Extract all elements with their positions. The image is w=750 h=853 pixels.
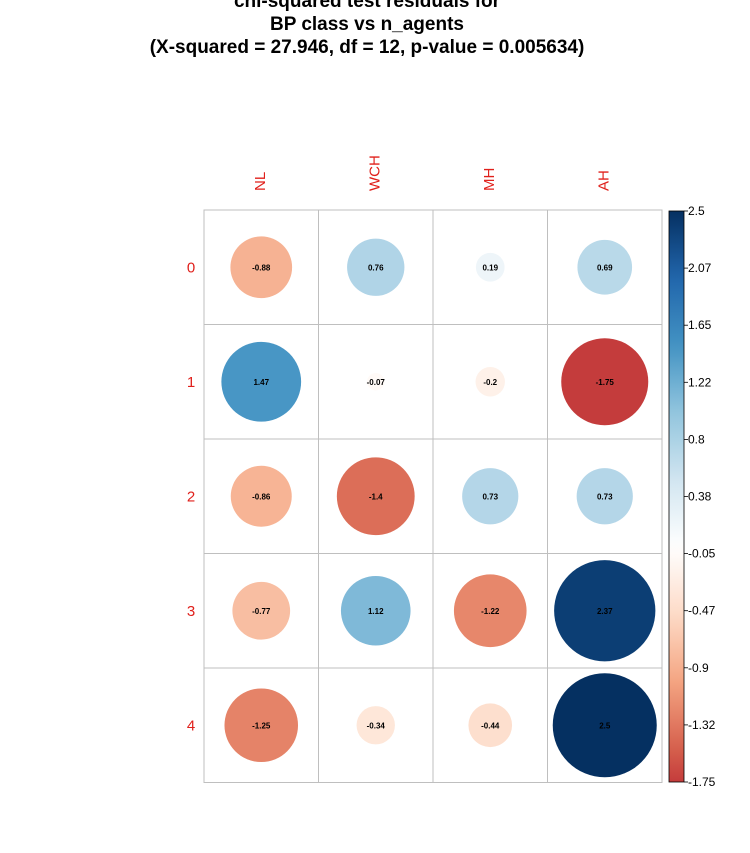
colorbar-tick-label: 2.07 [688, 261, 712, 275]
residual-value-label: 2.5 [599, 721, 611, 730]
residual-value-label: -0.2 [483, 378, 497, 387]
column-label-mh: MH [481, 168, 498, 191]
row-label-1: 1 [187, 374, 195, 391]
chart-title-line-2: BP class vs n_agents [270, 14, 464, 35]
residual-circle-r0-mh [475, 252, 505, 282]
residual-circle-r1-ah [561, 338, 649, 426]
colorbar-tick-label: 2.5 [688, 204, 705, 218]
residual-circle-r2-nl [230, 465, 292, 527]
residual-circle-r0-wch [347, 238, 405, 296]
colorbar-tick-label: 1.22 [688, 375, 712, 389]
residual-circle-r3-mh [453, 574, 527, 648]
residual-value-label: 0.76 [368, 263, 384, 272]
residual-circle-r4-wch [356, 706, 395, 745]
colorbar-tick-label: -1.75 [688, 775, 716, 789]
residual-value-label: -0.44 [481, 721, 500, 730]
colorbar-tick-label: 1.65 [688, 318, 712, 332]
colorbar [668, 210, 685, 783]
residual-circle-r4-mh [468, 703, 513, 748]
row-label-4: 4 [187, 717, 195, 734]
colorbar-tick-label: -0.9 [688, 661, 709, 675]
colorbar-tick-label: -1.32 [688, 718, 716, 732]
residual-circle-r3-ah [554, 560, 656, 662]
residual-circle-r3-wch [340, 575, 411, 646]
residual-circle-r2-ah [576, 468, 633, 525]
residual-circle-r4-ah [552, 673, 657, 778]
residual-value-label: 0.73 [597, 492, 613, 501]
residual-circle-r1-nl [221, 341, 302, 422]
residual-value-label: -1.75 [596, 378, 615, 387]
residual-circle-r1-mh [475, 367, 505, 397]
residual-value-label: 0.19 [482, 263, 498, 272]
residual-circle-r3-nl [232, 581, 291, 640]
residual-value-label: -0.77 [252, 607, 271, 616]
residual-value-label: 0.73 [482, 492, 498, 501]
residual-value-label: -0.86 [252, 492, 271, 501]
residual-value-label: -1.22 [481, 607, 500, 616]
residual-value-label: 1.12 [368, 607, 384, 616]
residual-value-label: -0.88 [252, 263, 271, 272]
residual-circle-r0-ah [577, 239, 633, 295]
residual-circle-r4-nl [224, 688, 299, 763]
residual-value-label: 0.69 [597, 263, 613, 272]
row-label-0: 0 [187, 259, 195, 276]
residual-value-label: -1.25 [252, 721, 271, 730]
row-label-3: 3 [187, 603, 195, 620]
column-label-ah: AH [596, 170, 613, 191]
colorbar-tick-label: -0.47 [688, 604, 716, 618]
residual-value-label: -0.07 [367, 378, 386, 387]
chart-title-line-3: (X-squared = 27.946, df = 12, p-value = … [149, 37, 585, 58]
residual-circle-r1-wch [367, 373, 385, 391]
residual-circle-r2-mh [462, 468, 519, 525]
residual-value-label: -0.34 [367, 721, 386, 730]
colorbar-tick-label: 0.38 [688, 490, 712, 504]
chart-title-line-1: chi-squared test residuals for [233, 0, 501, 12]
residual-circle-r0-nl [230, 236, 293, 299]
colorbar-tick-label: 0.8 [688, 432, 705, 446]
column-label-wch: WCH [367, 155, 384, 191]
row-label-2: 2 [187, 488, 195, 505]
residual-value-label: 2.37 [597, 607, 613, 616]
column-label-nl: NL [252, 172, 269, 191]
residual-value-label: 1.47 [253, 378, 269, 387]
colorbar-tick-label: -0.05 [688, 547, 716, 561]
residual-circle-r2-wch [336, 457, 415, 536]
residual-value-label: -1.4 [369, 492, 383, 501]
